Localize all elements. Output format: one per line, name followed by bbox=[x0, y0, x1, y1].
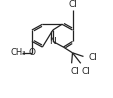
Text: N: N bbox=[49, 37, 55, 46]
Text: CH₃: CH₃ bbox=[11, 48, 26, 57]
Text: Cl: Cl bbox=[81, 67, 89, 76]
Text: Cl: Cl bbox=[87, 53, 96, 62]
Text: Cl: Cl bbox=[70, 67, 79, 76]
Text: O: O bbox=[28, 48, 35, 57]
Text: Cl: Cl bbox=[67, 0, 76, 10]
